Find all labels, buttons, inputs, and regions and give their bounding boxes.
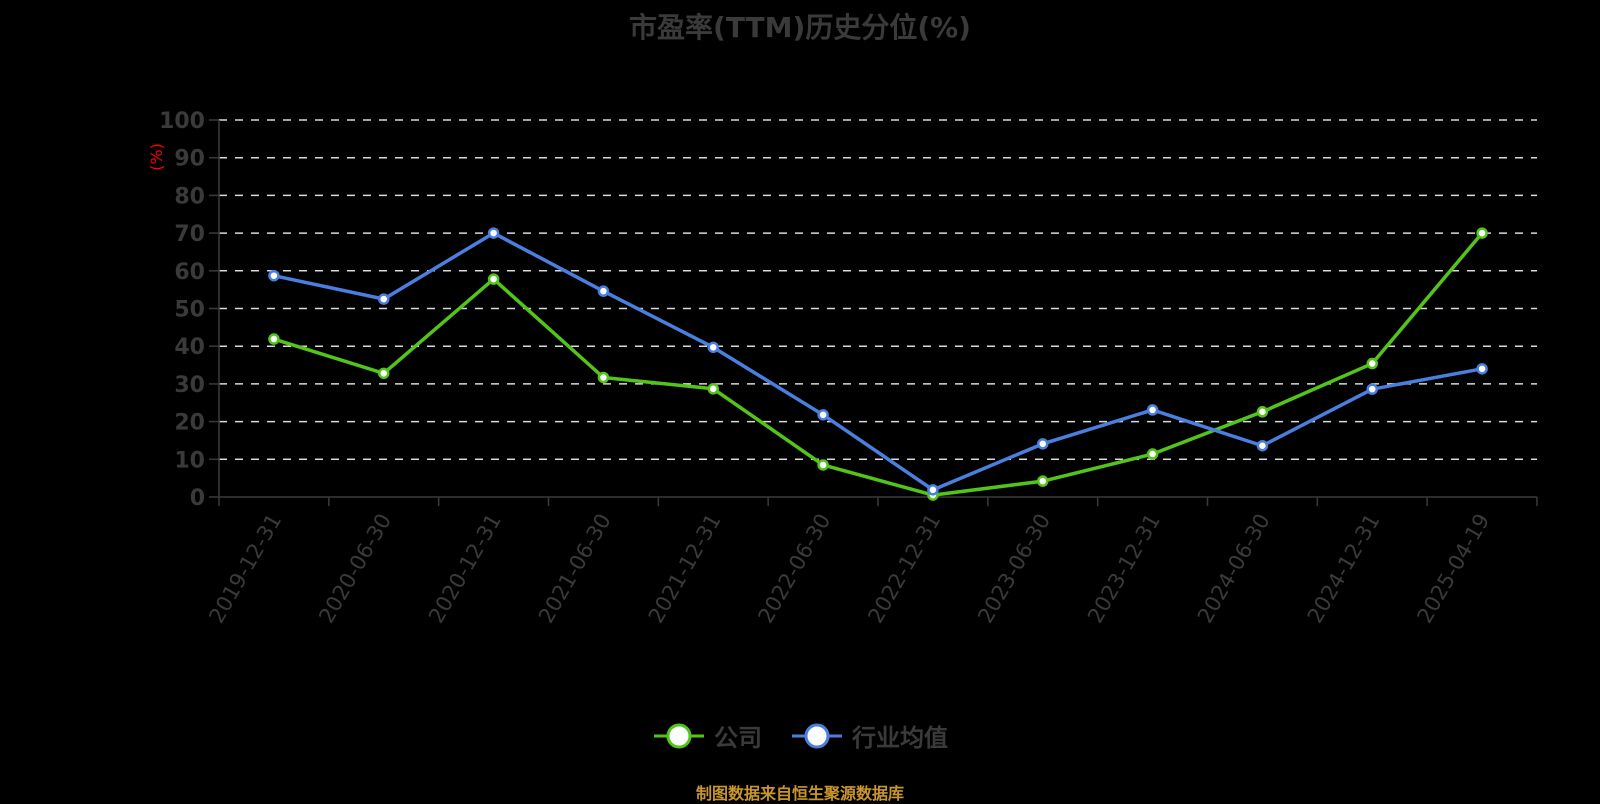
x-tick-label: 2022-12-31 xyxy=(863,510,945,628)
y-tick-label: 90 xyxy=(174,147,205,172)
y-tick-label: 20 xyxy=(174,411,205,436)
series-line-0 xyxy=(273,231,1484,497)
data-point[interactable] xyxy=(487,227,500,239)
data-point[interactable] xyxy=(268,269,280,282)
data-point[interactable] xyxy=(1366,383,1378,395)
data-point[interactable] xyxy=(1476,227,1488,239)
x-tick-label: 2023-06-30 xyxy=(973,510,1055,628)
legend-marker-industry-icon xyxy=(792,723,842,748)
data-point[interactable] xyxy=(378,293,390,305)
y-tick-label: 40 xyxy=(174,335,205,360)
chart-title: 市盈率(TTM)历史分位(%) xyxy=(629,11,971,44)
y-tick-label: 10 xyxy=(174,448,205,473)
y-tick-label: 0 xyxy=(190,486,205,511)
y-tick-label: 60 xyxy=(174,260,205,285)
x-tick-label: 2025-04-19 xyxy=(1413,510,1495,628)
data-point[interactable] xyxy=(927,484,939,496)
data-point[interactable] xyxy=(1146,448,1159,460)
x-tick-label: 2022-06-30 xyxy=(754,510,836,628)
y-tick-label: 70 xyxy=(174,222,205,247)
data-point[interactable] xyxy=(487,273,500,285)
y-tick-label: 50 xyxy=(174,298,205,323)
y-axis-unit-label: (%) xyxy=(147,143,166,171)
data-point[interactable] xyxy=(1146,404,1159,416)
series-line-1 xyxy=(273,231,1483,492)
data-point[interactable] xyxy=(268,333,280,345)
line-chart: 0 10 20 30 40 50 60 70 80 90 100 (%) 2019-12-31 2020… xyxy=(147,109,1538,628)
legend-item-industry[interactable]: 行业均值 xyxy=(790,718,948,753)
data-point[interactable] xyxy=(1256,439,1269,452)
x-tick-label: 2023-12-31 xyxy=(1083,510,1165,628)
x-tick-label: 2021-06-30 xyxy=(534,510,616,628)
data-point[interactable] xyxy=(707,383,719,395)
data-point[interactable] xyxy=(817,409,829,421)
data-point[interactable] xyxy=(1037,475,1049,487)
legend-label-industry: 行业均值 xyxy=(852,724,948,752)
x-tick-label: 2019-12-31 xyxy=(204,510,286,628)
data-point[interactable] xyxy=(1256,406,1269,418)
data-point[interactable] xyxy=(1037,438,1049,450)
data-point[interactable] xyxy=(597,285,610,297)
data-point[interactable] xyxy=(597,371,610,384)
x-tick-label: 2021-12-31 xyxy=(644,510,726,628)
y-tick-label: 80 xyxy=(174,184,205,209)
series-lines xyxy=(268,227,1488,501)
x-tick-label: 2024-12-31 xyxy=(1303,510,1385,628)
data-point[interactable] xyxy=(378,367,390,380)
y-tick-label: 100 xyxy=(159,109,205,134)
legend-marker-company-icon xyxy=(654,723,704,748)
grid-lines xyxy=(219,119,1537,461)
legend: 公司 行业均值 xyxy=(0,718,1600,753)
data-point[interactable] xyxy=(1366,357,1378,370)
x-tick-label: 2020-06-30 xyxy=(314,510,396,628)
data-point[interactable] xyxy=(817,459,829,471)
legend-label-company: 公司 xyxy=(714,724,762,752)
data-point[interactable] xyxy=(1476,363,1488,375)
legend-item-company[interactable]: 公司 xyxy=(652,718,762,753)
data-source-footer: 制图数据来自恒生聚源数据库 xyxy=(695,784,904,803)
x-tick-label: 2024-06-30 xyxy=(1193,510,1275,628)
data-point[interactable] xyxy=(707,341,719,354)
y-tick-label: 30 xyxy=(174,373,205,398)
y-axis: 0 10 20 30 40 50 60 70 80 90 100 (%) xyxy=(147,109,220,511)
x-tick-label: 2020-12-31 xyxy=(424,510,506,628)
x-axis: 2019-12-31 2020-06-30 2020-12-31 2021-06-30… xyxy=(204,496,1538,628)
